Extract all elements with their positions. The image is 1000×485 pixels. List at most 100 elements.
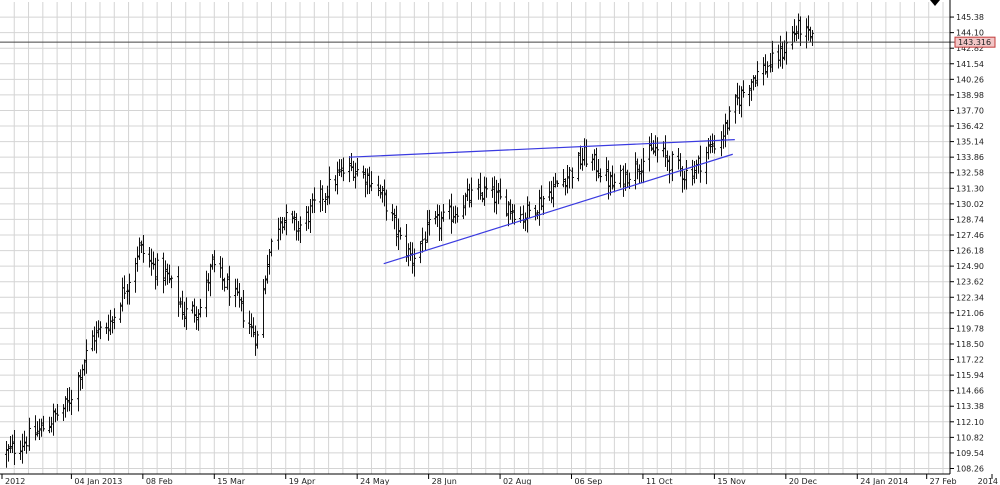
ohlc-bar bbox=[266, 254, 269, 284]
ohlc-bar bbox=[611, 165, 614, 190]
x-tick-label: 08 Feb bbox=[146, 477, 173, 485]
ohlc-bar bbox=[28, 417, 31, 451]
triangle-down-icon bbox=[930, 0, 940, 6]
ohlc-bar bbox=[397, 218, 400, 251]
y-tick-label: 130.02 bbox=[956, 200, 984, 209]
ohlc-bar bbox=[662, 141, 665, 158]
ohlc-bar bbox=[605, 157, 608, 182]
ohlc-bar bbox=[154, 257, 157, 290]
x-tick-label: 04 Jan 2013 bbox=[74, 477, 122, 485]
y-tick-label: 118.50 bbox=[956, 340, 984, 349]
ohlc-bar bbox=[138, 237, 141, 260]
ohlc-bar bbox=[424, 231, 427, 251]
ohlc-bar bbox=[211, 254, 214, 270]
ohlc-bar bbox=[622, 165, 625, 197]
ohlc-bar bbox=[293, 210, 296, 231]
x-tick-label: 15 Nov bbox=[717, 477, 746, 485]
ohlc-bar bbox=[809, 26, 812, 42]
ohlc-bar bbox=[383, 179, 386, 207]
ohlc-bar bbox=[109, 309, 112, 336]
ohlc-bar bbox=[162, 252, 165, 294]
ohlc-bar bbox=[91, 330, 94, 352]
ohlc-bar bbox=[156, 253, 159, 286]
x-tick-label: 24 May bbox=[360, 477, 390, 485]
ohlc-bar bbox=[795, 25, 798, 42]
x-tick-label: 02 Aug bbox=[503, 477, 531, 485]
ohlc-bar bbox=[126, 283, 129, 305]
ohlc-bar bbox=[107, 314, 110, 341]
ohlc-bar bbox=[236, 278, 239, 296]
ohlc-bar bbox=[779, 35, 782, 67]
ohlc-bar bbox=[756, 61, 759, 87]
ohlc-bar bbox=[140, 240, 143, 253]
ohlc-bar bbox=[479, 172, 482, 200]
ohlc-bar bbox=[319, 180, 322, 213]
ohlc-bar bbox=[613, 173, 616, 193]
ohlc-bar bbox=[522, 205, 525, 229]
ohlc-bar bbox=[552, 176, 555, 208]
ohlc-bar bbox=[464, 192, 467, 216]
ohlc-bar bbox=[321, 185, 324, 212]
y-tick-label: 135.14 bbox=[956, 138, 984, 147]
ohlc-bar bbox=[181, 290, 184, 320]
y-tick-label: 115.94 bbox=[956, 371, 984, 380]
x-tick-label: 15 Mar bbox=[217, 477, 246, 485]
y-tick-label: 144.10 bbox=[956, 29, 984, 38]
ohlc-bar bbox=[456, 207, 459, 223]
ohlc-bar bbox=[185, 297, 188, 330]
ohlc-bar bbox=[395, 205, 398, 247]
ohlc-bar bbox=[283, 217, 286, 231]
ohlc-bar bbox=[754, 75, 757, 87]
ohlc-bar bbox=[638, 164, 641, 184]
ohlc-bar bbox=[564, 178, 567, 196]
ohlc-bar bbox=[691, 159, 694, 186]
ohlc-bar bbox=[450, 193, 453, 234]
y-tick-label: 132.58 bbox=[956, 169, 984, 178]
ohlc-bar bbox=[407, 243, 410, 267]
ohlc-bar bbox=[764, 54, 767, 75]
price-tag: 143.316 bbox=[954, 36, 996, 48]
ohlc-bar bbox=[385, 189, 388, 221]
ohlc-bar bbox=[40, 418, 43, 437]
y-tick-label: 141.54 bbox=[956, 60, 984, 69]
ohlc-bar bbox=[240, 297, 243, 312]
ohlc-bar bbox=[720, 131, 723, 157]
y-tick-label: 119.78 bbox=[956, 324, 984, 333]
ohlc-bar bbox=[499, 178, 502, 200]
ohlc-bar bbox=[411, 242, 414, 274]
ohlc-bar bbox=[179, 297, 182, 308]
ohlc-bar bbox=[568, 166, 571, 189]
ohlc-bar bbox=[128, 273, 131, 305]
ohlc-bar bbox=[762, 57, 765, 86]
ohlc-bar bbox=[23, 430, 26, 451]
ohlc-bar bbox=[5, 441, 8, 468]
y-tick-label: 128.74 bbox=[956, 215, 984, 224]
ohlc-bar bbox=[666, 150, 669, 171]
ohlc-bar bbox=[228, 265, 231, 306]
y-tick-label: 124.90 bbox=[956, 262, 984, 271]
ohlc-bar bbox=[324, 193, 327, 213]
ohlc-bar bbox=[748, 85, 751, 107]
ohlc-bar bbox=[209, 263, 212, 297]
ohlc-bar bbox=[566, 165, 569, 194]
ohlc-bar bbox=[736, 82, 739, 106]
ohlc-bar bbox=[528, 201, 531, 219]
ohlc-bar bbox=[177, 266, 180, 317]
ohlc-bar bbox=[685, 159, 688, 190]
ohlc-bar bbox=[305, 205, 308, 231]
ohlc-bar bbox=[679, 153, 682, 177]
ohlc-bar bbox=[223, 277, 226, 292]
ohlc-bar bbox=[205, 270, 208, 318]
ohlc-bar bbox=[136, 246, 139, 272]
ohlc-bar bbox=[538, 189, 541, 226]
ohlc-bar bbox=[36, 421, 39, 437]
ohlc-bar bbox=[738, 85, 741, 115]
x-tick-label: 28 Jun bbox=[432, 477, 457, 485]
ohlc-bar bbox=[491, 177, 494, 198]
ohlc-bar bbox=[752, 75, 755, 91]
y-tick-label: 113.38 bbox=[956, 402, 984, 411]
ohlc-bar bbox=[34, 415, 37, 441]
ohlc-bar bbox=[636, 158, 639, 180]
ohlc-bar bbox=[152, 251, 155, 270]
ohlc-bar bbox=[170, 275, 173, 289]
